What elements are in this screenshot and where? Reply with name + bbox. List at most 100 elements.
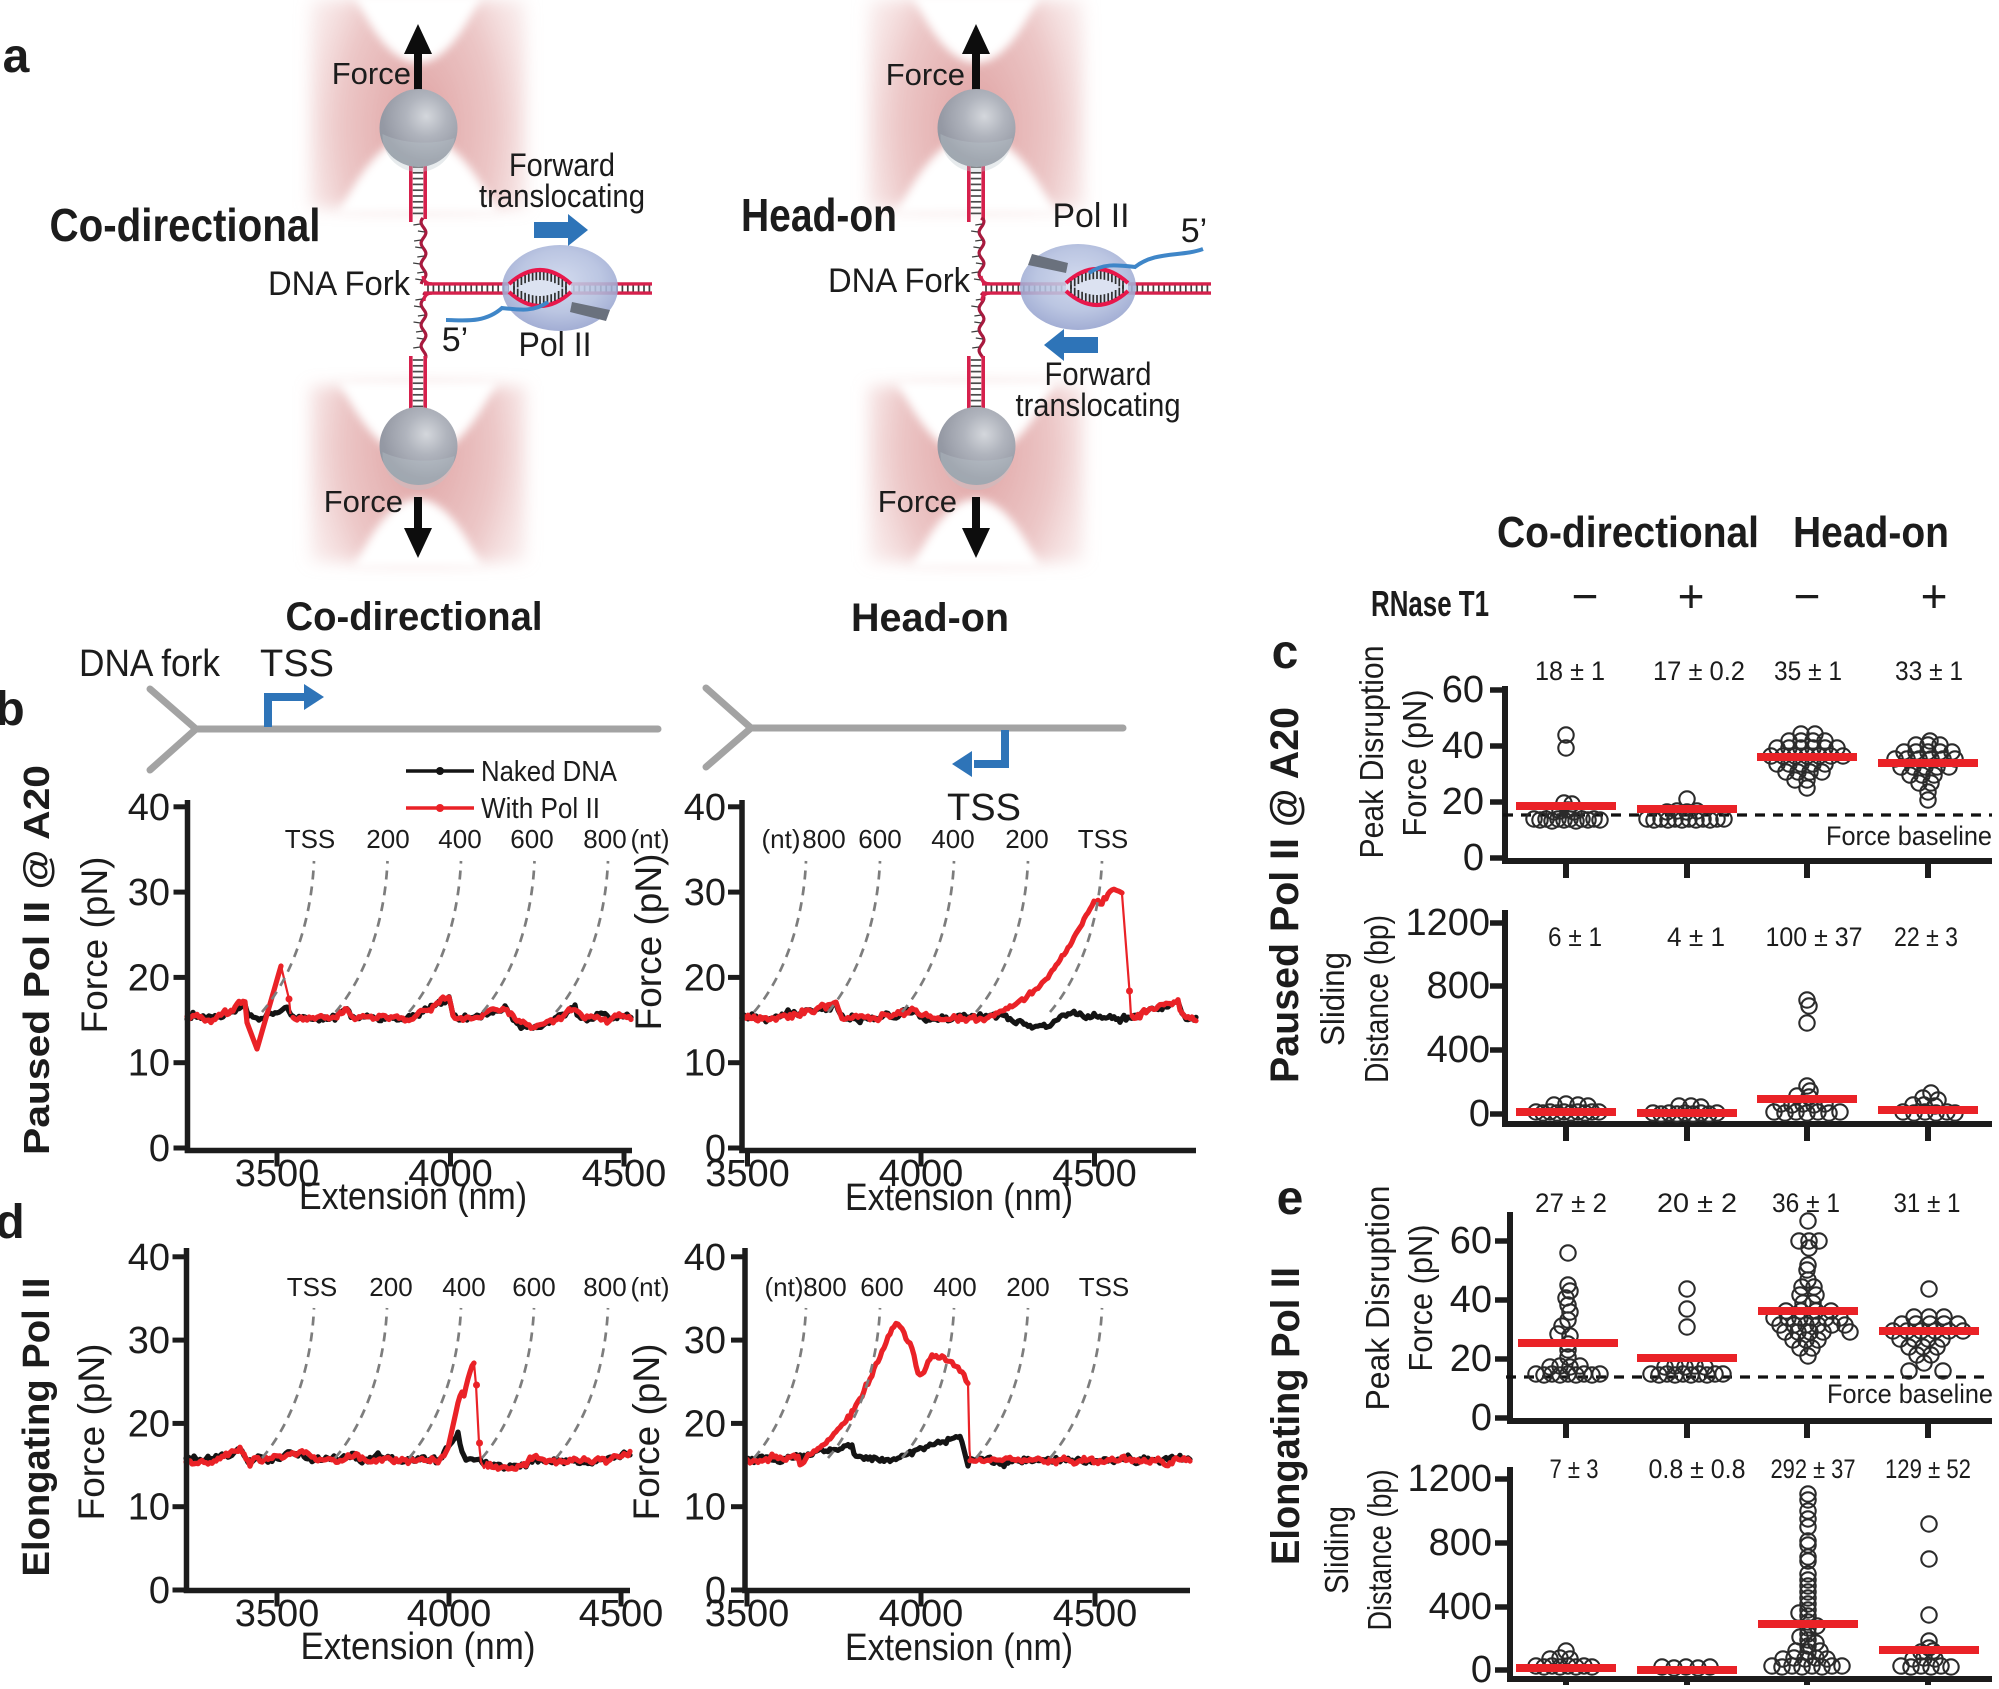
svg-text:6 ± 1: 6 ± 1 — [1548, 922, 1602, 952]
svg-text:100 ± 37: 100 ± 37 — [1766, 922, 1863, 952]
svg-text:0: 0 — [1469, 1093, 1490, 1135]
svg-text:Paused Pol II @ A20: Paused Pol II @ A20 — [1263, 707, 1307, 1083]
svg-text:0.8 ± 0.8: 0.8 ± 0.8 — [1649, 1454, 1746, 1484]
svg-text:10: 10 — [128, 1487, 170, 1529]
svg-text:0: 0 — [1471, 1397, 1492, 1439]
svg-text:60: 60 — [1442, 669, 1484, 711]
svg-text:400: 400 — [931, 824, 974, 854]
svg-text:600: 600 — [860, 1272, 903, 1302]
svg-text:35 ± 1: 35 ± 1 — [1774, 656, 1842, 686]
svg-text:5’: 5’ — [1181, 212, 1207, 250]
svg-text:40: 40 — [684, 1237, 726, 1279]
svg-text:translocating: translocating — [1016, 387, 1181, 423]
svg-text:Force: Force — [886, 57, 965, 92]
svg-text:Distance (bp): Distance (bp) — [1361, 1470, 1398, 1631]
svg-text:400: 400 — [438, 824, 481, 854]
svg-text:Forward: Forward — [1045, 356, 1152, 392]
svg-text:Force: Force — [324, 484, 403, 519]
svg-text:4000: 4000 — [408, 1153, 493, 1195]
svg-text:18 ± 1: 18 ± 1 — [1535, 656, 1605, 686]
svg-text:c: c — [1272, 626, 1299, 679]
svg-text:Pol II: Pol II — [1053, 197, 1130, 235]
svg-text:200: 200 — [1005, 824, 1048, 854]
svg-text:292 ± 37: 292 ± 37 — [1771, 1454, 1856, 1484]
svg-text:Peak Disruption: Peak Disruption — [1359, 1186, 1396, 1411]
svg-text:Head-on: Head-on — [741, 189, 897, 241]
svg-text:800: 800 — [583, 824, 626, 854]
svg-text:Force (pN): Force (pN) — [626, 1344, 667, 1521]
svg-text:Sliding: Sliding — [1314, 952, 1351, 1046]
svg-text:Head-on: Head-on — [1793, 508, 1949, 557]
svg-text:+: + — [1921, 570, 1948, 622]
svg-text:800: 800 — [803, 1272, 846, 1302]
svg-text:b: b — [0, 683, 25, 736]
svg-text:3500: 3500 — [705, 1153, 790, 1195]
svg-text:30: 30 — [684, 872, 726, 914]
svg-text:Force baseline: Force baseline — [1826, 821, 1992, 851]
svg-text:800: 800 — [802, 824, 845, 854]
svg-text:Elongating Pol II: Elongating Pol II — [16, 1278, 58, 1577]
svg-text:20: 20 — [1450, 1338, 1492, 1380]
svg-text:Force (pN): Force (pN) — [1402, 1225, 1439, 1372]
svg-text:Force (pN): Force (pN) — [1396, 690, 1433, 837]
svg-text:Extension (nm): Extension (nm) — [299, 1176, 527, 1218]
svg-text:36 ± 1: 36 ± 1 — [1772, 1188, 1840, 1218]
svg-text:40: 40 — [1450, 1279, 1492, 1321]
svg-text:200: 200 — [1006, 1272, 1049, 1302]
svg-text:33 ± 1: 33 ± 1 — [1895, 656, 1963, 686]
svg-text:400: 400 — [442, 1272, 485, 1302]
svg-text:4000: 4000 — [407, 1593, 492, 1635]
svg-text:1200: 1200 — [1405, 902, 1490, 944]
svg-text:Naked DNA: Naked DNA — [481, 756, 618, 788]
svg-text:800: 800 — [1427, 965, 1490, 1007]
svg-text:−: − — [1794, 570, 1821, 622]
svg-text:TSS: TSS — [260, 643, 334, 685]
svg-text:4500: 4500 — [579, 1593, 664, 1635]
svg-text:20 ± 2: 20 ± 2 — [1657, 1188, 1737, 1218]
svg-text:30: 30 — [684, 1320, 726, 1362]
svg-text:0: 0 — [149, 1128, 170, 1170]
svg-text:Co-directional: Co-directional — [50, 199, 321, 251]
svg-text:10: 10 — [128, 1043, 170, 1085]
svg-text:400: 400 — [1427, 1029, 1490, 1071]
svg-text:With Pol II: With Pol II — [481, 793, 600, 825]
svg-text:1200: 1200 — [1407, 1458, 1492, 1500]
svg-text:20: 20 — [684, 1403, 726, 1445]
svg-text:129 ± 52: 129 ± 52 — [1885, 1454, 1971, 1484]
svg-text:40: 40 — [128, 787, 170, 829]
svg-text:200: 200 — [366, 824, 409, 854]
svg-text:20: 20 — [128, 1403, 170, 1445]
svg-text:Peak Disruption: Peak Disruption — [1353, 646, 1390, 859]
svg-text:Distance (bp): Distance (bp) — [1358, 915, 1395, 1083]
svg-text:4500: 4500 — [582, 1153, 667, 1195]
svg-text:0: 0 — [149, 1570, 170, 1612]
svg-text:27 ± 2: 27 ± 2 — [1535, 1188, 1607, 1218]
svg-text:Sliding: Sliding — [1318, 1506, 1355, 1594]
svg-text:0: 0 — [1471, 1649, 1492, 1689]
svg-text:40: 40 — [128, 1237, 170, 1279]
svg-text:Pol II: Pol II — [519, 326, 592, 364]
svg-text:DNA Fork: DNA Fork — [828, 262, 971, 300]
svg-text:30: 30 — [128, 872, 170, 914]
svg-text:Force: Force — [878, 484, 957, 519]
svg-text:Co-directional: Co-directional — [1497, 508, 1759, 557]
svg-text:600: 600 — [510, 824, 553, 854]
svg-text:600: 600 — [858, 824, 901, 854]
svg-text:TSS: TSS — [947, 787, 1021, 829]
svg-text:60: 60 — [1450, 1220, 1492, 1262]
svg-text:0: 0 — [1463, 837, 1484, 879]
svg-text:600: 600 — [512, 1272, 555, 1302]
svg-text:200: 200 — [369, 1272, 412, 1302]
svg-text:30: 30 — [128, 1320, 170, 1362]
svg-text:e: e — [1277, 1172, 1304, 1225]
svg-text:10: 10 — [684, 1043, 726, 1085]
svg-text:TSS: TSS — [285, 824, 336, 854]
svg-text:TSS: TSS — [1079, 1272, 1130, 1302]
svg-text:Co-directional: Co-directional — [286, 595, 543, 639]
svg-text:31 ± 1: 31 ± 1 — [1894, 1188, 1961, 1218]
svg-text:0: 0 — [705, 1128, 726, 1170]
svg-text:DNA Fork: DNA Fork — [268, 265, 411, 303]
svg-text:Force baseline: Force baseline — [1827, 1379, 1993, 1409]
svg-text:4500: 4500 — [1053, 1593, 1138, 1635]
svg-text:800: 800 — [583, 1272, 626, 1302]
